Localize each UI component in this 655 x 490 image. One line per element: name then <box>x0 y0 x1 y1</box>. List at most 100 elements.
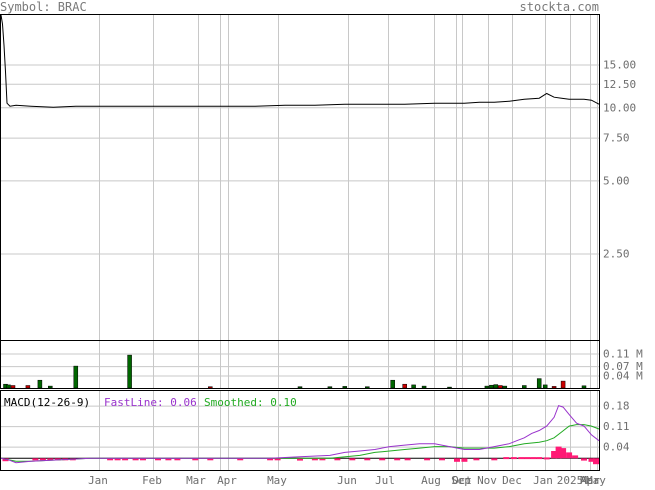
price-tick-label: 12.50 <box>603 78 636 91</box>
price-tick-label: 2.50 <box>603 247 630 260</box>
macd-histogram-bar <box>503 457 510 460</box>
volume-tick-label: 0.04 M <box>603 369 643 382</box>
price-line <box>0 14 600 108</box>
volume-bar <box>127 354 132 389</box>
x-tick-label: Feb <box>142 474 162 486</box>
volume-bar <box>365 386 370 389</box>
macd-histogram-bar <box>560 448 567 459</box>
macd-histogram-bar <box>334 458 341 461</box>
volume-bar <box>421 385 427 389</box>
volume-bar <box>489 384 494 389</box>
macd-histogram-bar <box>524 457 531 460</box>
volume-bar <box>327 386 333 389</box>
macd-histogram-bar <box>555 446 562 459</box>
macd-histogram-bar <box>39 458 46 461</box>
macd-histogram-bar <box>297 458 303 461</box>
macd-histogram-bar <box>424 458 431 461</box>
macd-histogram-bar <box>140 458 146 461</box>
macd-histogram-bar <box>165 458 172 461</box>
macd-histogram-bar <box>155 458 161 461</box>
macd-histogram-bar <box>588 458 595 462</box>
volume-bar <box>342 386 348 389</box>
macd-fast-line <box>0 404 600 464</box>
x-tick-label: Mar <box>186 474 206 486</box>
volume-bar <box>551 386 557 389</box>
macd-title: MACD(12-26-9) <box>4 396 90 409</box>
price-panel <box>0 14 600 341</box>
macd-histogram-bar <box>364 458 371 461</box>
macd-histogram-bar <box>572 455 579 459</box>
volume-bar <box>411 384 416 389</box>
macd-histogram-bar <box>267 458 274 461</box>
macd-tick-label: 0.11 <box>603 420 630 433</box>
macd-histogram-bar <box>349 458 356 461</box>
macd-histogram-bar <box>454 458 460 462</box>
volume-bar <box>10 385 16 389</box>
macd-histogram-bar <box>543 457 550 460</box>
volume-bar <box>498 385 503 389</box>
macd-histogram-bar <box>319 458 326 461</box>
volume-bar <box>297 386 303 389</box>
volume-tick-label: 0.11 M <box>603 348 643 361</box>
x-tick-label: Jul <box>375 474 395 486</box>
x-tick-label: Nov <box>477 474 497 486</box>
brand-label: stockta.com <box>520 0 599 14</box>
macd-histogram-bar <box>518 457 525 460</box>
x-tick-label: Apr <box>217 474 237 486</box>
x-tick-label: Jan <box>533 474 553 486</box>
macd-layer <box>0 404 600 465</box>
macd-histogram-bar <box>192 458 199 461</box>
grid-layer <box>1 15 599 470</box>
price-tick-label: 10.00 <box>603 101 636 114</box>
volume-bar <box>37 379 43 389</box>
macd-histogram-bar <box>394 458 401 461</box>
macd-histogram-bar <box>473 458 480 461</box>
volume-layer <box>3 354 587 389</box>
x-tick-label: Apr <box>580 474 600 486</box>
macd-histogram-bar <box>551 451 558 459</box>
macd-histogram-bar <box>439 458 445 461</box>
price-tick-label: 7.50 <box>603 132 630 145</box>
macd-histogram-bar <box>404 458 411 461</box>
macd-histogram-bar <box>54 458 61 461</box>
macd-histogram-bar <box>536 457 543 460</box>
macd-fast-label: FastLine: 0.06 <box>104 396 197 409</box>
volume-bar <box>502 385 508 389</box>
macd-tick-label: 0.04 <box>603 441 630 454</box>
x-tick-label: Aug <box>421 474 441 486</box>
volume-bar <box>522 385 527 389</box>
macd-histogram-bar <box>311 458 318 461</box>
volume-bar <box>536 378 542 389</box>
volume-bar <box>6 384 11 389</box>
macd-histogram-bar <box>461 458 468 462</box>
x-tick-label: May <box>267 474 287 486</box>
macd-histogram-bar <box>32 458 39 461</box>
volume-bar <box>493 384 499 389</box>
macd-histogram-bar <box>274 458 281 461</box>
macd-histogram-bar <box>132 458 139 461</box>
macd-histogram-bar <box>593 458 599 465</box>
x-tick-label: Sep <box>451 474 471 486</box>
volume-bar <box>484 385 490 389</box>
macd-histogram-bar <box>107 458 114 461</box>
x-tick-label: Dec <box>502 474 522 486</box>
macd-histogram-bar <box>581 458 587 461</box>
symbol-label: Symbol: BRAC <box>0 0 87 14</box>
macd-histogram-bar <box>122 458 129 461</box>
volume-bar <box>390 379 395 389</box>
x-tick-label: Mar <box>580 474 600 486</box>
x-tick-label: Jan <box>88 474 108 486</box>
price-tick-label: 5.00 <box>603 174 630 187</box>
volume-bar <box>447 386 452 389</box>
volume-bar <box>73 365 79 389</box>
volume-bar <box>25 385 31 389</box>
macd-histogram-bar <box>47 458 54 461</box>
macd-histogram-bar <box>2 458 9 462</box>
volume-bar <box>208 386 213 389</box>
volume-bar <box>48 385 53 389</box>
macd-histogram-bar <box>207 458 214 461</box>
price-tick-label: 15.00 <box>603 59 636 72</box>
macd-histogram-bar <box>566 452 573 459</box>
